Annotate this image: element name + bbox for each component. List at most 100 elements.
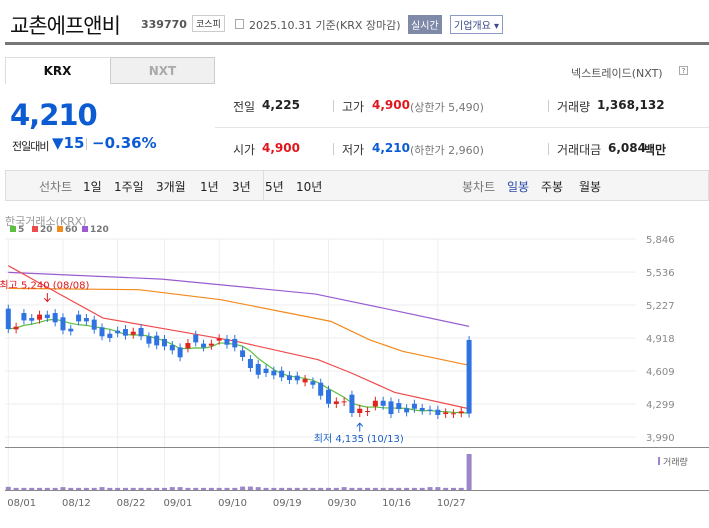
separator [548, 100, 549, 112]
candle-daily[interactable]: 일봉 [507, 180, 530, 194]
candle-down [466, 339, 472, 414]
candle-down [68, 328, 74, 332]
y-tick-label: 3,990 [646, 433, 675, 444]
x-tick-label: 09/30 [328, 498, 357, 509]
volume-bar [435, 487, 441, 490]
candle-monthly[interactable]: 월봉 [579, 180, 602, 194]
volume-bar [279, 487, 285, 490]
help-icon[interactable]: ? [679, 66, 688, 75]
volume-bar [216, 487, 222, 490]
period-1d[interactable]: 1일 [83, 180, 102, 194]
candle-down [162, 338, 167, 347]
candle-weekly[interactable]: 주봉 [541, 180, 564, 194]
period-3y[interactable]: 3년 [232, 180, 251, 194]
candle-down [388, 401, 394, 415]
separator [548, 143, 549, 155]
volume-bar [271, 487, 277, 490]
volume-bar [302, 487, 308, 490]
x-tick-label: 09/01 [164, 498, 193, 509]
volume-bar [458, 487, 464, 490]
volume-bar [146, 487, 152, 490]
stock-name: 교촌에프앤비 [10, 14, 121, 38]
candle-up [450, 413, 456, 415]
period-3m[interactable]: 3개월 [156, 180, 186, 194]
candle-down [240, 350, 246, 357]
candle-down [349, 394, 355, 413]
arrow-up-icon [356, 422, 364, 432]
candle-down [310, 381, 316, 385]
x-tick-label: 10/16 [382, 498, 411, 509]
candle-down [5, 308, 11, 330]
x-tick-label: 09/10 [218, 498, 247, 509]
candle-down [154, 335, 160, 346]
candle-down [294, 375, 300, 381]
period-5y[interactable]: 5년 [265, 180, 284, 194]
y-tick-label: 5,536 [646, 268, 675, 279]
candle-up [341, 401, 347, 403]
candle-chart-label: 봉차트 [462, 180, 496, 194]
upper-limit: (상한가 5,490) [410, 101, 484, 114]
volume-bar [185, 487, 191, 490]
volume-bar [162, 487, 167, 490]
candle-down [201, 343, 207, 348]
tab-krx[interactable]: KRX [5, 57, 109, 84]
volume-bar [76, 487, 82, 490]
realtime-button[interactable]: 실시간 [408, 15, 442, 34]
change-label: 전일대비 [12, 140, 49, 153]
candle-up [216, 338, 222, 341]
volume-bar [372, 487, 378, 490]
candle-down [318, 382, 324, 396]
separator [86, 138, 87, 150]
period-10y[interactable]: 10년 [296, 180, 323, 194]
candle-up [443, 412, 449, 415]
calendar-icon [235, 19, 244, 29]
volume-bar [193, 487, 199, 490]
period-1y[interactable]: 1년 [200, 180, 219, 194]
volume-bar [208, 487, 214, 490]
candle-down [255, 364, 261, 375]
prev-label: 전일 [233, 100, 256, 114]
volume-bar [44, 487, 50, 490]
separator [333, 100, 334, 112]
change-percent: −0.36% [92, 134, 157, 152]
volume-bar [263, 487, 269, 490]
volume-bar [122, 487, 128, 490]
volume-bar [83, 487, 89, 490]
candlestick-chart[interactable]: 5,846 5,536 5,227 4,918 4,609 4,299 3,990 08/01… [0, 230, 709, 528]
amount-label: 거래대금 [557, 143, 602, 157]
line-chart-label: 선차트 [39, 180, 73, 194]
candle-down [326, 389, 332, 404]
volume-bar [341, 487, 347, 490]
x-tick-label: 08/22 [117, 498, 146, 509]
volume-bar [365, 487, 371, 490]
y-tick-label: 4,609 [646, 367, 675, 378]
prev-value: 4,225 [262, 98, 300, 112]
candle-down [224, 338, 230, 345]
tab-nxt[interactable]: NXT [110, 57, 215, 84]
volume-bar [294, 487, 300, 490]
candle-down [83, 318, 89, 322]
low-annotation: 최저 4,135 (10/13) [314, 433, 404, 445]
ma60-line [8, 287, 470, 366]
candle-up [372, 400, 378, 407]
volume-bar [60, 487, 66, 490]
candle-up [302, 378, 308, 383]
volume-bar [5, 486, 11, 490]
period-1w[interactable]: 1주일 [114, 180, 144, 194]
candle-down [76, 314, 82, 322]
low-label: 저가 [342, 143, 365, 157]
candle-down [279, 370, 285, 378]
current-price: 4,210 [10, 98, 98, 132]
volume-bar [107, 487, 113, 490]
candle-down [247, 359, 253, 368]
volume-bar [255, 487, 261, 490]
volume-bar [177, 487, 183, 490]
volume-bar [169, 487, 175, 490]
chart-source: 한국거래소(KRX) [5, 215, 87, 228]
candle-down [404, 408, 410, 413]
y-tick-label: 5,846 [646, 235, 675, 246]
chart-toolbar [5, 170, 709, 201]
row-divider [215, 127, 709, 128]
volume-bar [37, 487, 43, 490]
company-info-dropdown[interactable]: 기업개요 ▾ [450, 15, 503, 34]
